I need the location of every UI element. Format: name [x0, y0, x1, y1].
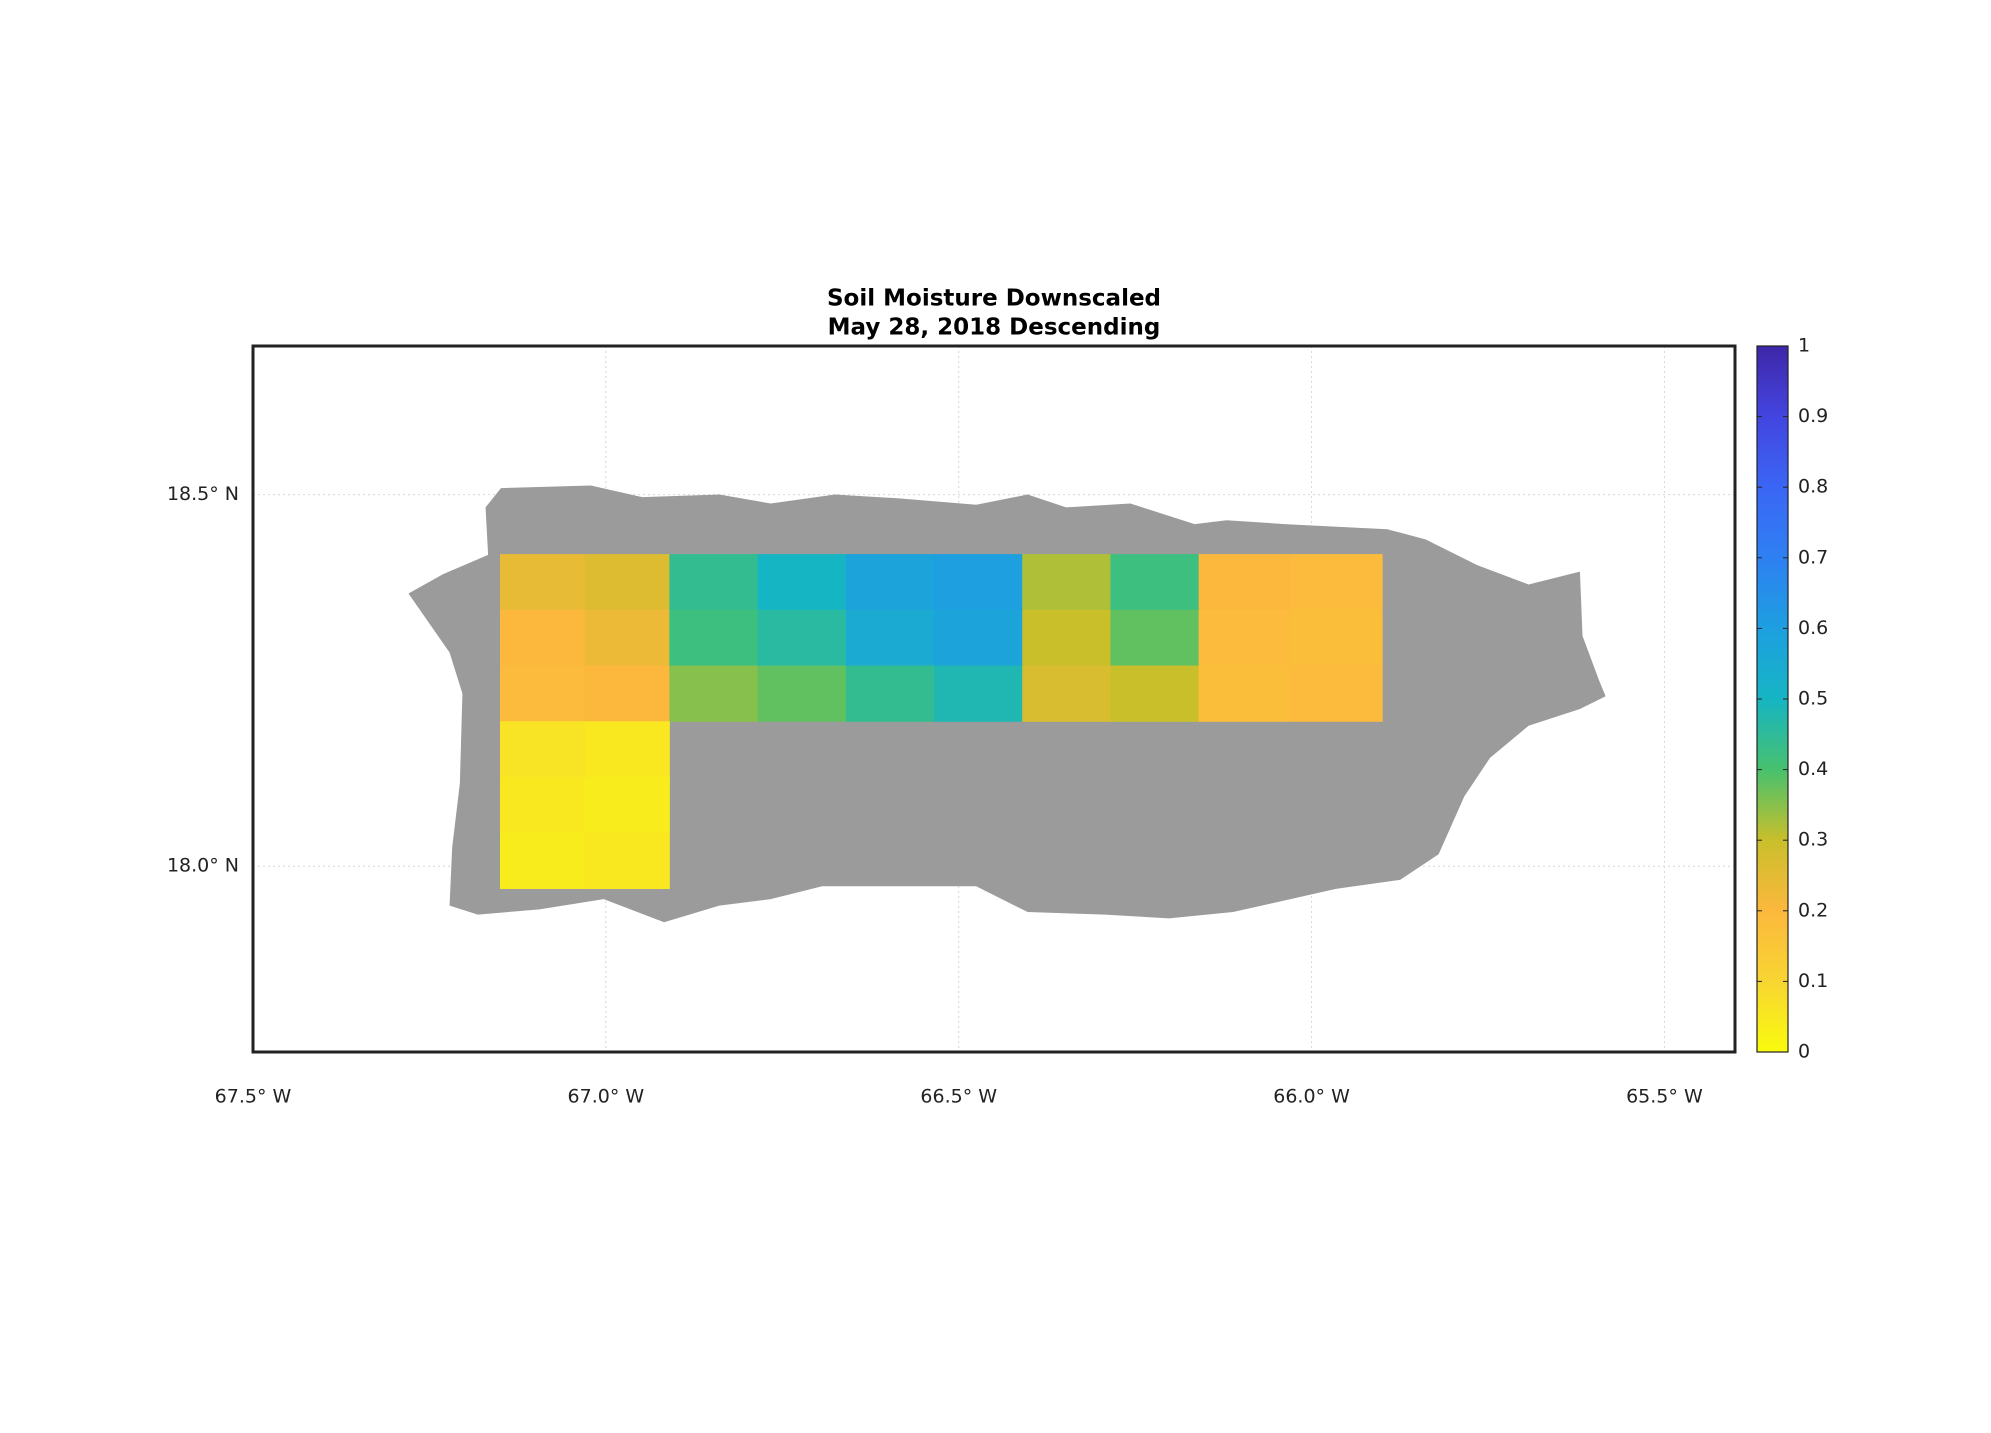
- moisture-cell: [584, 665, 670, 722]
- moisture-cell: [1022, 665, 1111, 722]
- y-tick-label: 18.5° N: [167, 483, 239, 505]
- colorbar-tick-label: 1: [1798, 335, 1810, 357]
- moisture-cell: [1198, 665, 1291, 722]
- moisture-cell: [757, 609, 847, 667]
- moisture-cell: [669, 609, 759, 667]
- moisture-cell: [757, 665, 847, 722]
- moisture-cell: [1022, 554, 1111, 611]
- colorbar-tick-label: 0.5: [1798, 688, 1828, 710]
- moisture-cell: [500, 721, 586, 778]
- colorbar: 0 0.1 0.2 0.3 0.4 0.5 0.6 0.7 0.8 0.9 1: [1756, 335, 1828, 1063]
- moisture-cell: [669, 554, 759, 611]
- moisture-cell: [500, 609, 586, 667]
- x-tick-label: 66.0° W: [1273, 1086, 1350, 1108]
- tick-labels: 67.5° W 67.0° W 66.5° W 66.0° W 65.5° W 18.0°…: [167, 483, 1703, 1107]
- moisture-cell: [584, 609, 670, 667]
- moisture-cell: [845, 554, 935, 611]
- x-tick-label: 65.5° W: [1626, 1086, 1703, 1108]
- moisture-cell: [1198, 609, 1291, 667]
- moisture-cell: [584, 832, 670, 890]
- moisture-cell: [500, 777, 586, 834]
- x-tick-label: 66.5° W: [920, 1086, 997, 1108]
- moisture-cell: [1110, 665, 1200, 722]
- moisture-cell: [757, 554, 847, 611]
- colorbar-tick-label: 0.3: [1798, 829, 1828, 851]
- moisture-cell: [500, 832, 586, 890]
- data-cells: [500, 554, 1383, 890]
- colorbar-scale: [1756, 345, 1789, 1053]
- colorbar-tick-label: 0.7: [1798, 546, 1828, 568]
- moisture-cell: [584, 721, 670, 778]
- moisture-cell: [584, 777, 670, 834]
- chart-subtitle: May 28, 2018 Descending: [828, 315, 1161, 341]
- moisture-cell: [1290, 554, 1383, 611]
- colorbar-tick-label: 0: [1798, 1041, 1810, 1063]
- moisture-cell: [669, 665, 759, 722]
- moisture-cell: [845, 609, 935, 667]
- moisture-cell: [1290, 609, 1383, 667]
- moisture-cell: [1022, 609, 1111, 667]
- moisture-cell: [500, 554, 586, 611]
- moisture-cell: [934, 609, 1023, 667]
- moisture-cell: [934, 554, 1023, 611]
- colorbar-tick-label: 0.9: [1798, 405, 1828, 427]
- chart-title: Soil Moisture Downscaled: [827, 286, 1161, 312]
- colorbar-tick-label: 0.8: [1798, 476, 1828, 498]
- colorbar-tick-label: 0.6: [1798, 617, 1828, 639]
- moisture-cell: [1198, 554, 1291, 611]
- colorbar-tick-label: 0.4: [1798, 758, 1828, 780]
- moisture-cell: [1290, 665, 1383, 722]
- plot-frame: [251, 344, 1737, 1054]
- moisture-cell: [1110, 609, 1200, 667]
- moisture-cell: [1110, 554, 1200, 611]
- y-tick-label: 18.0° N: [167, 855, 239, 877]
- colorbar-tick-label: 0.1: [1798, 970, 1828, 992]
- x-tick-label: 67.0° W: [568, 1086, 645, 1108]
- moisture-cell: [934, 665, 1023, 722]
- colorbar-tick-label: 0.2: [1798, 899, 1828, 921]
- moisture-cell: [584, 554, 670, 611]
- moisture-cell: [845, 665, 935, 722]
- x-tick-label: 67.5° W: [215, 1086, 292, 1108]
- moisture-cell: [500, 665, 586, 722]
